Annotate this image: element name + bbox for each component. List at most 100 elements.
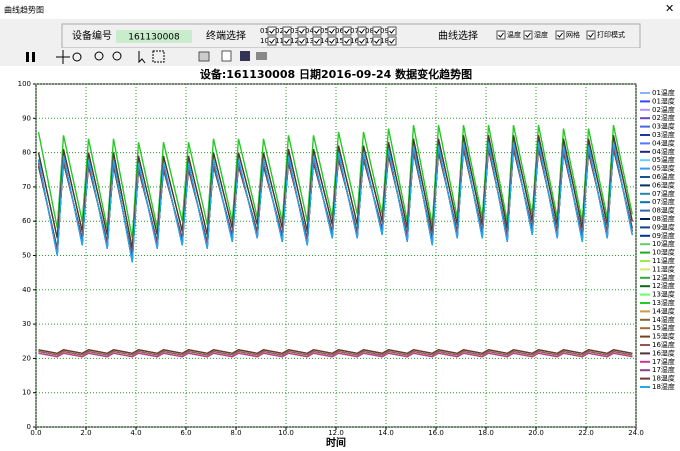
checkbox[interactable]	[372, 26, 382, 36]
checkbox[interactable]	[327, 26, 337, 36]
checkbox[interactable]	[586, 30, 596, 40]
check-mark	[344, 38, 350, 44]
checkbox[interactable]	[282, 36, 292, 46]
terminal-label: 17	[365, 37, 374, 45]
checkbox[interactable]	[342, 36, 352, 46]
save-icon[interactable]	[240, 51, 250, 61]
check-mark	[588, 32, 594, 38]
check-mark	[389, 28, 395, 34]
legend-label: 09湿度	[652, 231, 675, 240]
select-icon[interactable]	[152, 50, 165, 63]
pointer-icon[interactable]	[138, 51, 146, 64]
pause-icon[interactable]	[32, 52, 35, 62]
legend-label: 08温度	[652, 206, 675, 215]
x-tick-label: 4.0	[130, 429, 141, 437]
checkbox[interactable]	[282, 26, 292, 36]
close-button[interactable]: ✕	[665, 2, 674, 15]
legend-label: 14湿度	[652, 315, 675, 324]
checkbox[interactable]	[312, 36, 322, 46]
x-tick-label: 6.0	[180, 429, 191, 437]
legend-label: 18温度	[652, 374, 675, 383]
checkbox[interactable]	[267, 36, 277, 46]
checkbox[interactable]	[267, 26, 277, 36]
x-tick-label: 14.0	[378, 429, 394, 437]
legend-label: 05湿度	[652, 164, 675, 173]
legend-label: 02温度	[652, 105, 675, 114]
checkbox[interactable]	[523, 30, 533, 40]
legend-label: 07湿度	[652, 197, 675, 206]
curve-option: 温度	[507, 30, 521, 39]
legend-label: 13湿度	[652, 298, 675, 307]
check-mark	[329, 38, 335, 44]
x-tick-label: 18.0	[478, 429, 494, 437]
legend-label: 12湿度	[652, 281, 675, 290]
x-tick-label: 12.0	[328, 429, 344, 437]
legend-label: 01湿度	[652, 96, 675, 105]
x-tick-label: 2.0	[80, 429, 91, 437]
x-tick-label: 24.0	[628, 429, 644, 437]
legend-label: 06温度	[652, 172, 675, 181]
legend-label: 17湿度	[652, 365, 675, 374]
check-mark	[389, 38, 395, 44]
terminal-label: 12	[290, 37, 299, 45]
check-mark	[269, 38, 275, 44]
x-axis-label: 时间	[326, 436, 346, 449]
checkbox[interactable]	[297, 26, 307, 36]
legend-label: 04温度	[652, 138, 675, 147]
terminal-label: 06	[335, 27, 344, 35]
terminal-label: 14	[320, 37, 329, 45]
series-line	[37, 142, 633, 263]
terminal-label: 终端选择	[206, 29, 246, 42]
zoom-icon[interactable]	[72, 52, 82, 62]
title-bar	[0, 0, 680, 19]
check-mark	[374, 28, 380, 34]
legend-label: 01温度	[652, 88, 675, 97]
chart-title: 设备:161130008 日期2016-09-24 数据变化趋势图	[200, 67, 472, 81]
y-tick-label: 0	[27, 423, 31, 431]
check-mark	[374, 38, 380, 44]
check-mark	[498, 32, 504, 38]
terminal-label: 05	[320, 27, 329, 35]
legend-label: 13温度	[652, 290, 675, 299]
check-mark	[299, 38, 305, 44]
checkbox[interactable]	[387, 26, 397, 36]
checkbox[interactable]	[357, 36, 367, 46]
checkbox[interactable]	[372, 36, 382, 46]
checkbox[interactable]	[357, 26, 367, 36]
copy-icon[interactable]	[221, 50, 232, 62]
legend-label: 16温度	[652, 340, 675, 349]
legend-label: 07温度	[652, 189, 675, 198]
x-tick-label: 20.0	[528, 429, 544, 437]
y-tick-label: 70	[22, 183, 31, 191]
x-tick-label: 0.0	[30, 429, 41, 437]
checkbox[interactable]	[555, 30, 565, 40]
y-tick-label: 30	[22, 320, 31, 328]
legend-label: 17温度	[652, 357, 675, 366]
checkbox[interactable]	[312, 26, 322, 36]
checkbox[interactable]	[496, 30, 506, 40]
terminal-label: 16	[350, 37, 359, 45]
device-id: 161130008	[128, 33, 180, 43]
terminal-label: 09	[380, 27, 389, 35]
y-tick-label: 60	[22, 217, 31, 225]
y-tick-label: 100	[18, 80, 31, 88]
props-icon[interactable]	[198, 51, 210, 62]
series-line	[38, 352, 633, 358]
print-icon[interactable]	[256, 52, 267, 60]
pan-icon[interactable]	[56, 50, 70, 64]
series-line	[38, 350, 633, 356]
check-mark	[359, 28, 365, 34]
zoom-out-icon[interactable]	[94, 51, 104, 61]
legend-label: 03湿度	[652, 130, 675, 139]
checkbox[interactable]	[342, 26, 352, 36]
pause-icon[interactable]	[26, 52, 29, 62]
x-tick-label: 22.0	[578, 429, 594, 437]
checkbox[interactable]	[387, 36, 397, 46]
legend-label: 05温度	[652, 155, 675, 164]
x-tick-label: 16.0	[428, 429, 444, 437]
y-tick-label: 40	[22, 286, 31, 294]
checkbox[interactable]	[297, 36, 307, 46]
checkbox[interactable]	[327, 36, 337, 46]
zoom-in-icon[interactable]	[112, 51, 122, 61]
legend-label: 15湿度	[652, 332, 675, 341]
